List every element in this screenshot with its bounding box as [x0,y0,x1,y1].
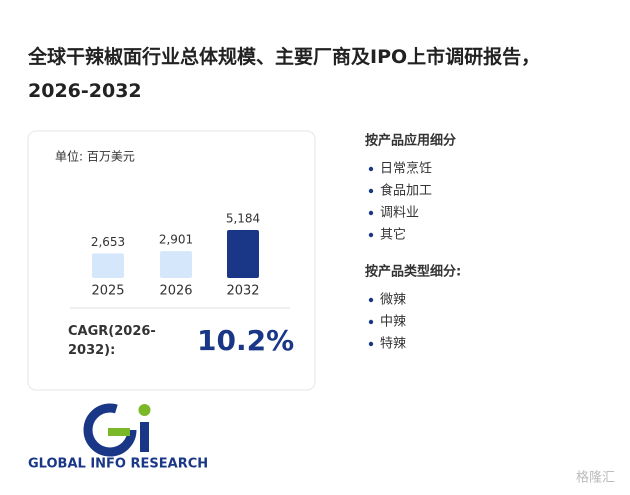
bullet [368,210,374,216]
bullet [368,341,374,347]
x-tick-label: 2026 [159,284,192,299]
x-tick-label: 2032 [226,284,259,299]
unit-label: 单位: 百万美元 [55,149,135,164]
watermark: 格隆汇 [576,470,615,486]
bullet [368,188,374,194]
cagr-value: 10.2% [197,324,294,357]
segment-item: 食品加工 [380,183,432,199]
cagr-label: CAGR(2026-2032): [68,324,156,358]
bullet [368,166,374,172]
segment-item: 调料业 [380,206,419,221]
segment-title: 按产品类型细分: [365,264,461,280]
x-tick-label: 2025 [91,284,124,299]
value-label: 5,184 [226,212,260,226]
value-label: 2,653 [91,235,125,249]
bar [227,230,259,278]
bullet [368,319,374,325]
logo: GLOBAL INFO RESEARCH [28,403,208,472]
segment-item: 特辣 [380,337,406,352]
bullet [368,297,374,303]
segment-item: 中辣 [380,315,406,330]
segment-item: 微辣 [380,293,406,308]
bar [92,253,124,278]
title: 全球干辣椒面行业总体规模、主要厂商及IPO上市调研报告，2026-2032 [28,46,541,102]
segment-title: 按产品应用细分 [365,133,456,149]
segment-item: 其它 [380,227,406,243]
bar [160,251,192,278]
value-label: 2,901 [159,233,193,247]
segment-item: 日常烹饪 [380,162,432,177]
logo-text: GLOBAL INFO RESEARCH [28,457,208,472]
bullet [368,232,374,238]
